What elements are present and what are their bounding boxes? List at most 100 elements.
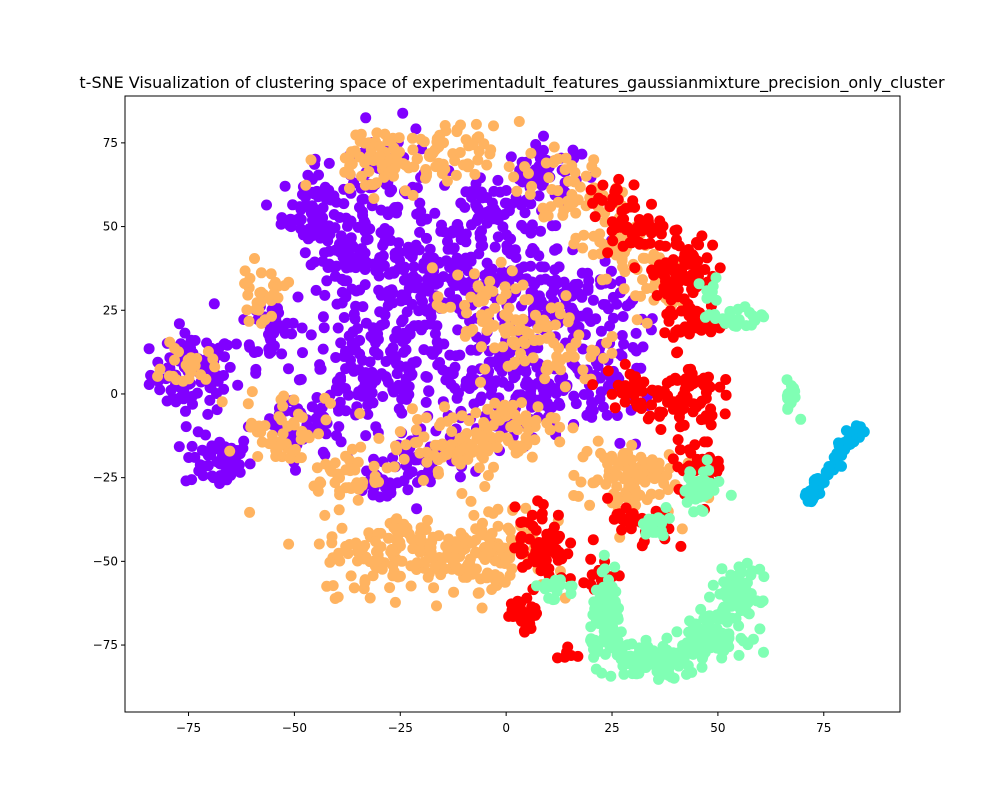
scatter-point-series-0 [320, 428, 332, 440]
scatter-point-series-0 [389, 202, 401, 213]
scatter-point-series-1 [519, 338, 531, 349]
scatter-point-series-1 [334, 485, 346, 497]
scatter-point-series-0 [421, 232, 432, 244]
scatter-point-series-1 [431, 136, 443, 148]
scatter-point-series-0 [524, 394, 536, 406]
scatter-point-series-0 [601, 409, 613, 421]
scatter-point-series-3 [598, 625, 610, 637]
scatter-point-series-0 [576, 291, 588, 303]
scatter-point-series-0 [367, 333, 379, 344]
scatter-point-series-0 [410, 356, 422, 368]
scatter-point-series-0 [336, 286, 348, 298]
scatter-point-series-1 [470, 427, 482, 439]
scatter-point-series-0 [537, 384, 549, 395]
scatter-point-series-3 [671, 626, 683, 638]
scatter-point-series-0 [317, 311, 329, 323]
scatter-point-series-1 [453, 565, 465, 576]
scatter-point-series-3 [725, 569, 737, 581]
scatter-point-series-3 [703, 285, 715, 297]
scatter-point-series-1 [431, 299, 443, 311]
scatter-point-series-0 [323, 184, 335, 196]
scatter-point-series-0 [468, 398, 480, 410]
scatter-point-series-3 [678, 653, 690, 665]
scatter-point-series-0 [358, 193, 370, 205]
scatter-point-series-1 [399, 185, 411, 197]
scatter-point-series-4 [833, 437, 844, 449]
scatter-point-series-3 [602, 603, 613, 615]
scatter-point-series-0 [474, 227, 486, 239]
scatter-point-series-1 [473, 462, 485, 474]
scatter-point-series-3 [687, 648, 699, 660]
scatter-point-series-0 [340, 345, 351, 357]
scatter-point-series-2 [687, 406, 699, 418]
scatter-point-series-3 [754, 623, 766, 635]
scatter-point-series-3 [693, 491, 705, 503]
scatter-point-series-0 [455, 197, 467, 209]
scatter-point-series-1 [296, 425, 308, 437]
scatter-point-series-0 [224, 361, 236, 373]
scatter-point-series-0 [525, 384, 537, 396]
scatter-point-series-0 [311, 392, 323, 403]
scatter-point-series-2 [628, 179, 640, 191]
scatter-point-series-0 [211, 404, 223, 416]
scatter-point-series-2 [712, 455, 724, 467]
scatter-point-series-4 [854, 421, 866, 433]
scatter-point-series-0 [173, 441, 185, 453]
scatter-point-series-3 [742, 639, 754, 651]
scatter-point-series-1 [246, 386, 258, 398]
scatter-point-series-0 [427, 348, 439, 360]
scatter-point-series-0 [451, 392, 463, 404]
scatter-point-series-1 [569, 176, 580, 188]
scatter-point-series-2 [674, 444, 686, 456]
scatter-point-series-0 [408, 261, 420, 273]
scatter-point-series-1 [371, 127, 383, 139]
scatter-point-series-1 [242, 289, 254, 301]
scatter-point-series-0 [397, 314, 409, 326]
scatter-point-series-1 [552, 196, 564, 208]
scatter-point-series-0 [616, 330, 628, 341]
scatter-point-series-0 [423, 385, 435, 397]
scatter-point-series-2 [693, 323, 705, 335]
scatter-point-series-1 [313, 538, 325, 550]
scatter-point-series-3 [596, 667, 608, 679]
scatter-point-series-2 [546, 527, 557, 539]
scatter-point-series-0 [401, 393, 413, 405]
scatter-point-series-0 [607, 312, 619, 324]
scatter-point-series-0 [394, 254, 405, 266]
scatter-point-series-0 [444, 287, 456, 299]
scatter-point-series-0 [293, 212, 305, 224]
scatter-point-series-0 [414, 197, 426, 209]
scatter-point-series-2 [644, 237, 656, 249]
scatter-point-series-1 [506, 265, 518, 277]
scatter-point-series-1 [489, 342, 501, 354]
scatter-point-series-0 [406, 466, 418, 478]
scatter-point-series-1 [433, 468, 444, 480]
scatter-point-series-1 [332, 591, 344, 603]
scatter-point-series-1 [542, 210, 554, 222]
scatter-point-series-2 [609, 402, 621, 414]
scatter-point-series-2 [629, 262, 641, 274]
scatter-point-series-2 [701, 378, 713, 390]
scatter-point-series-1 [288, 394, 300, 406]
scatter-point-series-0 [264, 347, 275, 359]
scatter-point-series-2 [685, 363, 697, 375]
scatter-point-series-1 [164, 336, 176, 348]
scatter-point-series-0 [322, 262, 334, 273]
scatter-point-series-1 [412, 414, 423, 425]
scatter-point-series-3 [612, 635, 624, 647]
scatter-point-series-2 [675, 540, 687, 552]
scatter-point-series-0 [473, 248, 485, 260]
scatter-point-series-1 [513, 116, 525, 127]
scatter-point-series-0 [331, 260, 342, 272]
scatter-point-series-3 [599, 648, 611, 660]
scatter-point-series-0 [432, 277, 444, 289]
scatter-point-series-2 [529, 609, 541, 621]
scatter-point-series-0 [336, 273, 348, 285]
scatter-point-series-0 [538, 130, 549, 142]
scatter-point-series-2 [671, 398, 683, 410]
scatter-point-series-1 [290, 443, 301, 455]
scatter-point-series-0 [209, 441, 221, 453]
scatter-point-series-0 [373, 270, 385, 282]
scatter-point-series-1 [368, 193, 380, 204]
scatter-point-series-0 [501, 229, 512, 241]
